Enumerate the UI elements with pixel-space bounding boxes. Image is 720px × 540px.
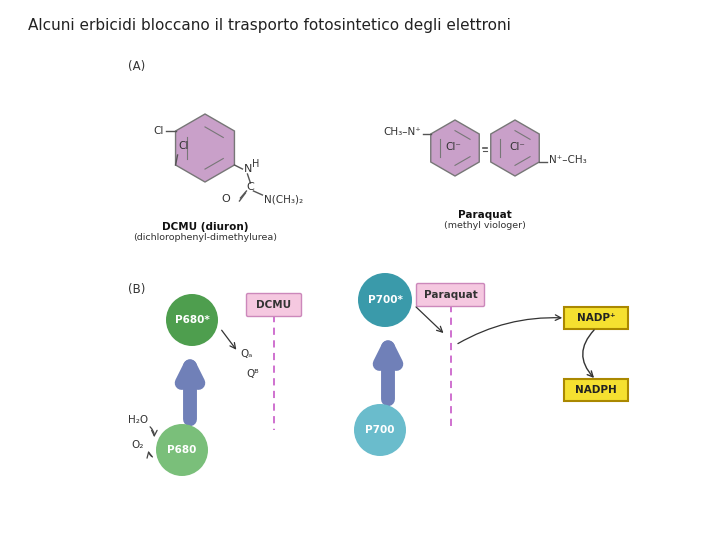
Text: Qₐ: Qₐ <box>240 349 252 359</box>
Text: P700: P700 <box>365 425 395 435</box>
Circle shape <box>166 294 218 346</box>
Text: DCMU: DCMU <box>256 300 292 310</box>
Text: N: N <box>243 164 252 174</box>
Polygon shape <box>176 114 235 182</box>
Text: Cl: Cl <box>179 141 189 151</box>
Text: N(CH₃)₂: N(CH₃)₂ <box>264 194 304 204</box>
Text: P680: P680 <box>167 445 197 455</box>
Circle shape <box>156 424 208 476</box>
Text: Qᴮ: Qᴮ <box>246 369 258 379</box>
Text: CH₃–N⁺: CH₃–N⁺ <box>383 127 420 137</box>
Text: NADPH: NADPH <box>575 385 617 395</box>
Text: Cl⁻: Cl⁻ <box>445 142 461 152</box>
Text: H: H <box>253 159 260 169</box>
Text: H₂O: H₂O <box>128 415 148 425</box>
FancyBboxPatch shape <box>416 284 485 307</box>
Text: Alcuni erbicidi bloccano il trasporto fotosintetico degli elettroni: Alcuni erbicidi bloccano il trasporto fo… <box>28 18 511 33</box>
FancyBboxPatch shape <box>564 379 628 401</box>
Text: N⁺–CH₃: N⁺–CH₃ <box>549 155 587 165</box>
Text: NADP⁺: NADP⁺ <box>577 313 616 323</box>
Circle shape <box>354 404 406 456</box>
Text: O₂: O₂ <box>132 440 144 450</box>
Text: (dichlorophenyl-dimethylurea): (dichlorophenyl-dimethylurea) <box>133 233 277 242</box>
Text: (A): (A) <box>128 60 145 73</box>
Circle shape <box>358 273 412 327</box>
Text: Paraquat: Paraquat <box>458 210 512 220</box>
Text: DCMU (diuron): DCMU (diuron) <box>162 222 248 232</box>
Text: C: C <box>246 182 254 192</box>
Polygon shape <box>431 120 480 176</box>
Text: (methyl viologer): (methyl viologer) <box>444 221 526 230</box>
Text: O: O <box>222 194 230 204</box>
Polygon shape <box>491 120 539 176</box>
FancyBboxPatch shape <box>564 307 628 329</box>
Text: P680*: P680* <box>175 315 210 325</box>
FancyBboxPatch shape <box>246 294 302 316</box>
Text: (B): (B) <box>128 283 145 296</box>
Text: Cl: Cl <box>153 126 163 136</box>
Text: P700*: P700* <box>368 295 402 305</box>
Text: Cl⁻: Cl⁻ <box>509 142 525 152</box>
Text: Paraquat: Paraquat <box>423 290 477 300</box>
